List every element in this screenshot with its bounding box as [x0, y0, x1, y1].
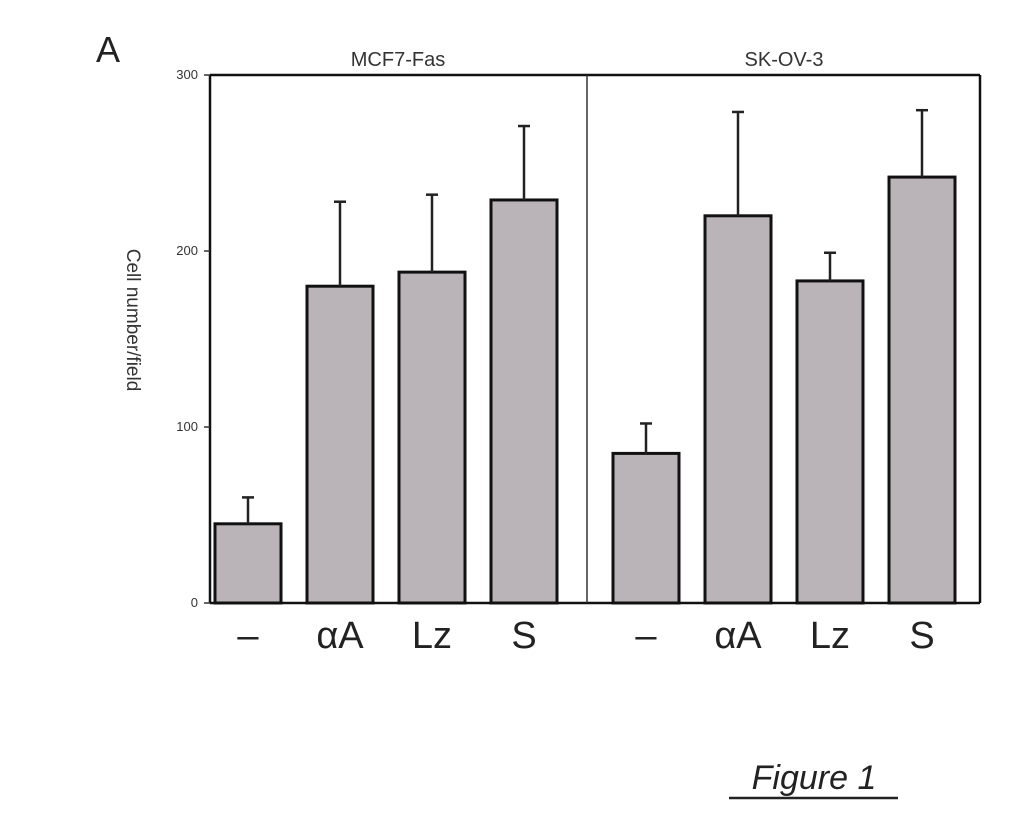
y-tick-label: 300: [176, 67, 198, 82]
y-axis-label: Cell number/field: [122, 249, 143, 392]
category-label: αA: [714, 615, 762, 657]
error-bars: [242, 108, 928, 524]
category-label: αA: [316, 615, 364, 657]
bar: [397, 270, 467, 605]
y-axis-ticks: 0 100 200 300: [176, 67, 210, 610]
bar: [305, 284, 375, 605]
bar: [887, 175, 957, 605]
bar: [795, 279, 865, 605]
y-tick-label: 100: [176, 419, 198, 434]
category-labels: – αA Lz S – αA Lz S: [237, 615, 934, 657]
bar-chart: 0 100 200 300 – αA Lz S – αA Lz S MCF7-Fas SK-OV-3…: [122, 49, 982, 657]
group-title-sk-ov-3: SK-OV-3: [745, 49, 824, 71]
category-label: S: [511, 615, 536, 657]
figure-caption: Figure 1: [752, 759, 877, 797]
y-tick-label: 200: [176, 243, 198, 258]
bar: [489, 198, 559, 605]
category-label: –: [635, 615, 657, 657]
panel-letter: A: [96, 29, 120, 70]
category-label: S: [909, 615, 934, 657]
bar: [213, 522, 283, 605]
category-label: –: [237, 615, 259, 657]
y-tick-label: 0: [191, 595, 198, 610]
group-title-mcf7-fas: MCF7-Fas: [351, 49, 445, 71]
bar: [703, 214, 773, 605]
bars: [213, 175, 957, 605]
bar: [611, 451, 681, 605]
category-label: Lz: [412, 615, 452, 657]
category-label: Lz: [810, 615, 850, 657]
